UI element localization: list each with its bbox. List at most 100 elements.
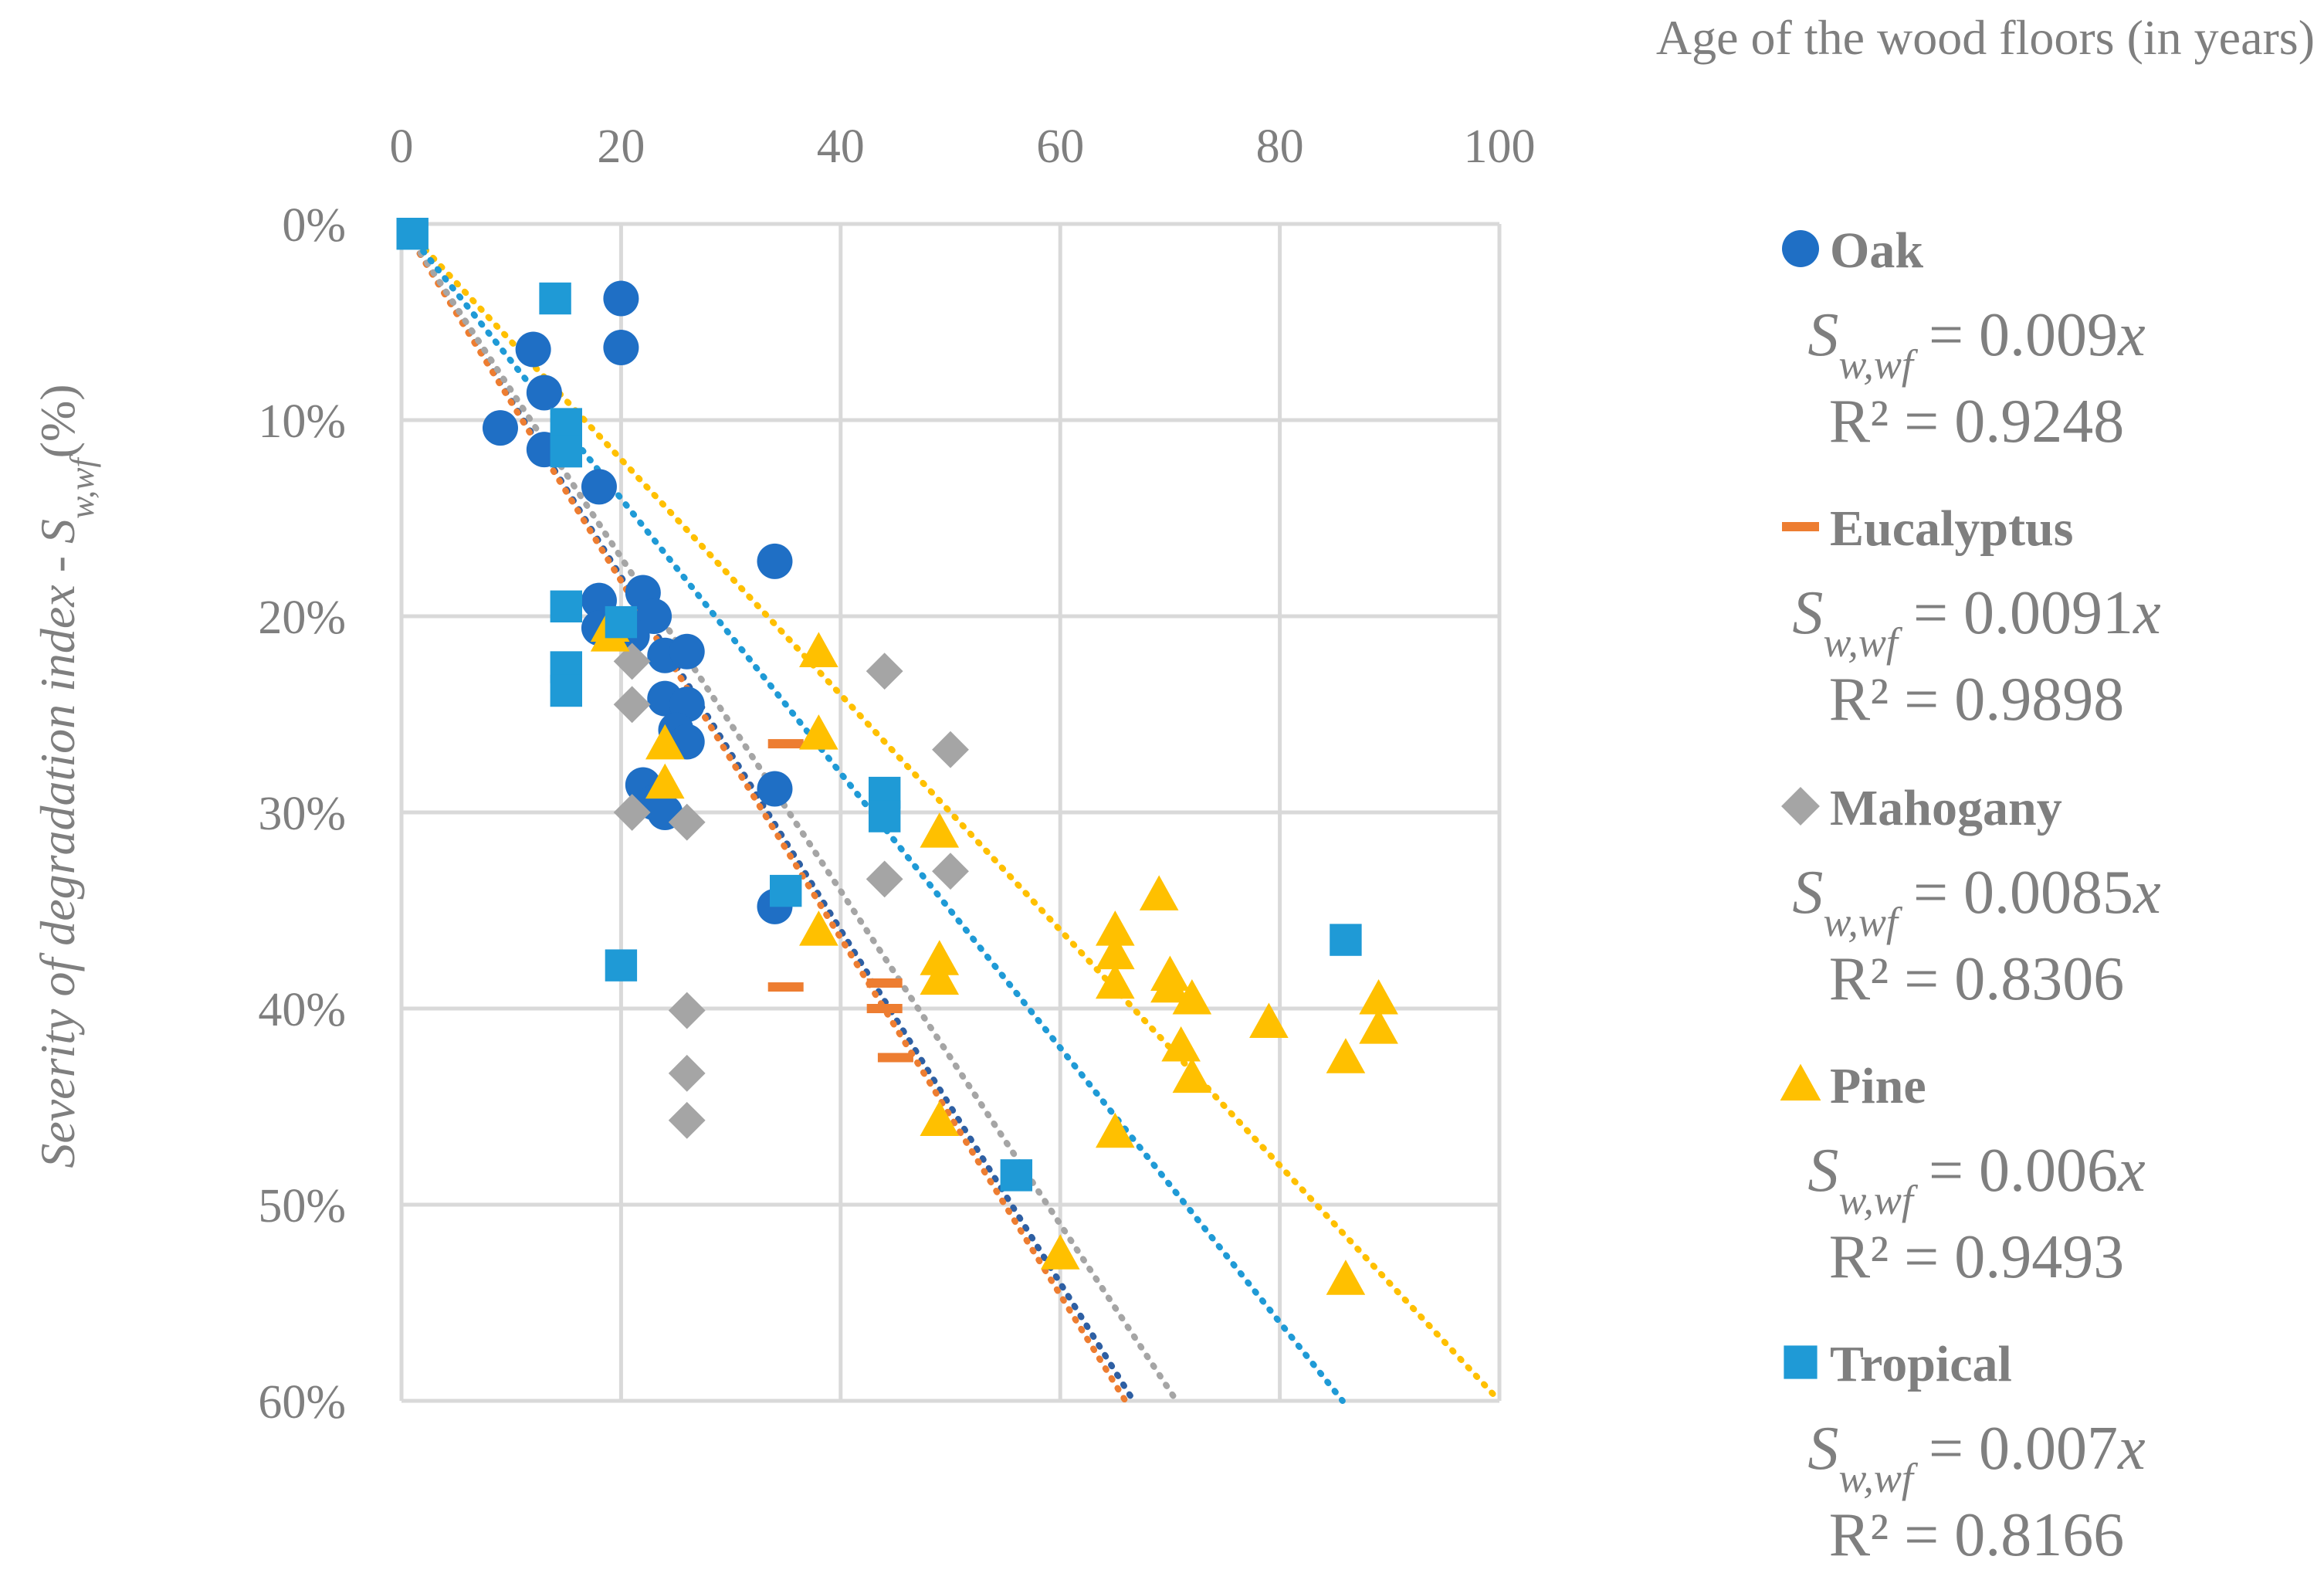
data-point-pine bbox=[1150, 967, 1190, 1003]
data-point-mahogany bbox=[866, 860, 903, 898]
data-point-oak bbox=[603, 330, 639, 366]
data-point-eucalyptus bbox=[877, 1053, 913, 1063]
data-point-mahogany bbox=[668, 1054, 706, 1092]
data-point-mahogany bbox=[613, 794, 651, 831]
trendline-mahogany bbox=[398, 221, 1180, 1404]
data-point-mahogany bbox=[613, 686, 651, 724]
r-squared: R² = 0.9898 bbox=[1829, 666, 2124, 734]
data-point-pine bbox=[645, 724, 685, 760]
y-tick-label: 60% bbox=[258, 1376, 346, 1429]
data-point-pine bbox=[645, 763, 685, 799]
data-point-eucalyptus bbox=[866, 1004, 903, 1013]
data-point-pine bbox=[920, 812, 960, 848]
legend-label: Mahogany bbox=[1830, 780, 2062, 836]
data-point-mahogany bbox=[932, 731, 969, 768]
data-point-pine bbox=[1326, 1260, 1366, 1295]
data-point-mahogany bbox=[668, 1101, 706, 1139]
x-tick-label: 40 bbox=[817, 120, 865, 173]
data-point-oak bbox=[526, 375, 562, 411]
data-point-pine bbox=[1172, 1057, 1212, 1093]
legend-label: Eucalyptus bbox=[1830, 500, 2073, 557]
data-point-pine bbox=[920, 959, 960, 995]
data-point-eucalyptus bbox=[767, 982, 804, 992]
data-points bbox=[396, 218, 1398, 1295]
data-point-tropical bbox=[396, 218, 429, 250]
data-point-mahogany bbox=[613, 643, 651, 680]
trend-equation: Sw,wf = 0.006x bbox=[1807, 1137, 2145, 1223]
y-tick-label: 20% bbox=[258, 592, 346, 644]
x-axis-ticks: 0 20 40 60 80 100 bbox=[390, 120, 1536, 173]
data-point-mahogany bbox=[668, 803, 706, 841]
data-point-tropical bbox=[550, 590, 582, 622]
y-axis-ticks: 0% 10% 20% 30% 40% 50% 60% bbox=[258, 199, 346, 1429]
grid-lines bbox=[399, 222, 1502, 1403]
data-point-mahogany bbox=[866, 653, 903, 690]
legend-label: Oak bbox=[1830, 222, 1923, 279]
data-point-tropical bbox=[1330, 924, 1362, 956]
data-point-pine bbox=[1359, 979, 1398, 1015]
data-point-pine bbox=[1096, 1112, 1135, 1148]
y-tick-label: 10% bbox=[258, 395, 346, 448]
legend-marker-mahogany bbox=[1781, 787, 1820, 826]
data-point-tropical bbox=[770, 874, 802, 907]
trendline-pine bbox=[398, 221, 1502, 1404]
data-point-pine bbox=[1040, 1234, 1080, 1270]
data-point-mahogany bbox=[932, 853, 969, 890]
legend-marker-oak bbox=[1782, 230, 1819, 267]
data-point-oak bbox=[757, 771, 793, 807]
data-point-tropical bbox=[605, 605, 638, 639]
legend-label: Tropical bbox=[1830, 1336, 2012, 1392]
data-point-pine bbox=[1161, 1026, 1201, 1062]
y-tick-label: 0% bbox=[282, 199, 346, 252]
r-squared: R² = 0.9493 bbox=[1829, 1223, 2124, 1291]
data-point-pine bbox=[1326, 1038, 1366, 1073]
r-squared: R² = 0.8166 bbox=[1829, 1501, 2124, 1569]
data-point-tropical bbox=[1000, 1159, 1033, 1192]
data-point-oak bbox=[581, 469, 617, 505]
data-point-pine bbox=[799, 714, 838, 750]
data-point-oak bbox=[515, 331, 551, 368]
data-point-pine bbox=[920, 940, 960, 975]
data-point-pine bbox=[1249, 1002, 1289, 1039]
data-point-tropical bbox=[868, 800, 901, 832]
data-point-pine bbox=[799, 632, 838, 667]
data-point-eucalyptus bbox=[866, 978, 903, 988]
legend-label: Pine bbox=[1830, 1058, 1926, 1114]
x-tick-label: 60 bbox=[1036, 120, 1084, 173]
y-tick-label: 40% bbox=[258, 984, 346, 1036]
legend-marker-eucalyptus bbox=[1782, 522, 1819, 531]
trend-equation: Sw,wf = 0.009x bbox=[1807, 301, 2145, 388]
data-point-oak bbox=[757, 543, 793, 579]
x-axis-title: Age of the wood floors (in years) bbox=[1656, 10, 2315, 65]
legend-marker-tropical bbox=[1784, 1345, 1818, 1379]
x-tick-label: 20 bbox=[597, 120, 645, 173]
data-point-tropical bbox=[605, 949, 638, 982]
data-point-pine bbox=[920, 1100, 960, 1137]
data-point-pine bbox=[1139, 875, 1179, 910]
trend-equation: Sw,wf = 0.0091x bbox=[1792, 579, 2160, 666]
data-point-pine bbox=[1096, 963, 1135, 999]
data-point-pine bbox=[1096, 934, 1135, 970]
data-point-tropical bbox=[539, 282, 571, 315]
trend-equation: Sw,wf = 0.007x bbox=[1807, 1415, 2145, 1501]
data-point-pine bbox=[1172, 979, 1212, 1015]
data-point-oak bbox=[482, 410, 518, 446]
data-point-oak bbox=[669, 633, 705, 670]
y-axis-title: Severity of degradation index - Sw,wf(%) bbox=[30, 384, 101, 1168]
r-squared: R² = 0.9248 bbox=[1829, 388, 2124, 456]
x-tick-label: 80 bbox=[1256, 120, 1304, 173]
trendline-eucalyptus bbox=[398, 221, 1129, 1404]
data-point-pine bbox=[1359, 1009, 1398, 1044]
data-point-tropical bbox=[550, 674, 582, 707]
trend-equation: Sw,wf = 0.0085x bbox=[1792, 859, 2160, 945]
data-point-eucalyptus bbox=[767, 739, 804, 749]
x-tick-label: 100 bbox=[1464, 120, 1536, 173]
legend-marker-pine bbox=[1780, 1063, 1821, 1101]
